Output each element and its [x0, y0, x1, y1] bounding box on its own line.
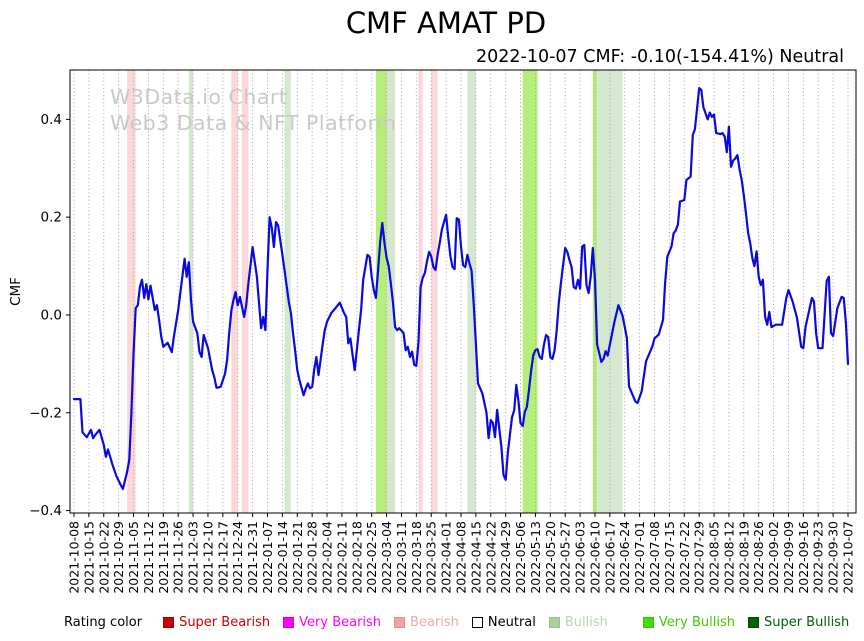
y-tick-label: 0.2 [41, 210, 62, 226]
x-tick-label: 2021-11-05 [126, 521, 141, 594]
x-tick-label: 2021-10-29 [111, 521, 126, 594]
rating-band-bullish [467, 70, 476, 513]
x-tick-label: 2022-09-23 [811, 521, 826, 594]
legend-item-neutral: Neutral [471, 615, 536, 630]
y-tick-label: −0.2 [29, 405, 62, 421]
legend-title: Rating color [64, 615, 143, 630]
x-tick-label: 2022-02-11 [334, 521, 349, 594]
y-axis: 0.4 0.2 0.0 −0.2 −0.4 CMF [8, 112, 70, 519]
x-tick-label: 2021-11-26 [171, 521, 186, 594]
legend-item-label: Very Bullish [658, 615, 735, 630]
rating-band-very-bullish [522, 70, 538, 513]
legend-item-very-bearish: Very Bearish [283, 615, 381, 630]
x-tick-label: 2022-04-08 [454, 521, 469, 594]
x-tick-label: 2021-12-24 [230, 521, 245, 594]
legend-item-label: Very Bearish [299, 615, 382, 630]
x-tick-label: 2021-12-31 [245, 521, 260, 594]
very-bullish-swatch-icon [642, 617, 654, 628]
y-tick-label: 0.0 [41, 307, 62, 323]
y-tick-label: −0.4 [29, 503, 62, 519]
rating-band-bearish [241, 70, 249, 513]
super-bullish-swatch-icon [747, 617, 759, 628]
x-tick-label: 2021-12-10 [200, 521, 215, 594]
x-tick-label: 2022-08-19 [736, 521, 751, 594]
x-tick-label: 2022-08-12 [721, 521, 736, 594]
y-tick-label: 0.4 [41, 112, 62, 128]
very-bearish-swatch-icon [283, 617, 295, 628]
x-tick-label: 2022-09-09 [781, 521, 796, 594]
x-tick-label: 2022-09-02 [766, 521, 781, 594]
x-tick-label: 2022-09-30 [826, 521, 841, 594]
x-tick-label: 2022-07-22 [677, 521, 692, 594]
cmf-line-chart: 0.4 0.2 0.0 −0.2 −0.4 CMF 2021-10-08 2021-10-15… [8, 69, 857, 594]
x-tick-label: 2022-07-01 [632, 521, 647, 594]
neutral-swatch-icon [471, 617, 483, 628]
x-tick-label: 2021-10-15 [81, 521, 96, 594]
x-tick-label: 2021-11-19 [156, 521, 171, 594]
x-tick-label: 2022-06-10 [587, 521, 602, 594]
bullish-swatch-icon [548, 617, 560, 628]
x-tick-label: 2022-01-07 [260, 521, 275, 594]
x-tick-label: 2022-09-16 [796, 521, 811, 594]
legend-item-bearish: Bearish [394, 615, 459, 630]
x-tick-label: 2022-07-15 [662, 521, 677, 594]
legend-item-very-bullish: Very Bullish [642, 615, 735, 630]
x-tick-label: 2021-10-22 [96, 521, 111, 594]
x-tick-label: 2022-06-17 [602, 521, 617, 594]
x-tick-label: 2022-07-29 [692, 521, 707, 594]
x-tick-label: 2022-01-21 [290, 521, 305, 594]
x-tick-label: 2022-03-25 [424, 521, 439, 594]
x-tick-label: 2021-12-03 [186, 521, 201, 594]
x-tick-label: 2021-10-08 [67, 521, 82, 594]
legend-item-label: Super Bearish [179, 615, 271, 630]
legend-item-super-bullish: Super Bullish [747, 615, 850, 630]
x-tick-label: 2022-03-11 [394, 521, 409, 594]
x-tick-label: 2022-03-18 [409, 521, 424, 594]
bearish-swatch-icon [394, 617, 406, 628]
x-tick-label: 2022-02-04 [320, 521, 335, 594]
x-tick-label: 2022-05-06 [513, 521, 528, 594]
cmf-line [72, 87, 850, 491]
x-tick-label: 2022-02-25 [364, 521, 379, 594]
super-bearish-swatch-icon [163, 617, 175, 628]
x-tick-label: 2022-04-22 [483, 521, 498, 594]
x-tick-label: 2022-01-28 [305, 521, 320, 594]
legend-item-super-bearish: Super Bearish [163, 615, 270, 630]
legend-item-bullish: Bullish [548, 615, 608, 630]
rating-color-legend: Rating color Super Bearish Very Bearish Be… [64, 615, 858, 630]
legend-item-label: Super Bullish [763, 615, 850, 630]
chart-title: CMF AMAT PD [345, 6, 547, 40]
x-tick-label: 2022-04-01 [439, 521, 454, 594]
plot-border [69, 69, 857, 514]
rating-band-bearish [431, 70, 438, 513]
x-axis: 2021-10-08 2021-10-15 2021-10-22 2021-10-29… [67, 513, 856, 594]
x-tick-label: 2022-06-24 [617, 521, 632, 594]
rating-band-very-bullish [375, 70, 387, 513]
x-tick-label: 2021-11-12 [141, 521, 156, 594]
x-tick-label: 2022-07-08 [647, 521, 662, 594]
x-tick-label: 2022-08-26 [751, 521, 766, 594]
x-tick-label: 2022-05-27 [558, 521, 573, 594]
rating-band-bullish [597, 70, 623, 513]
x-tick-label: 2022-06-03 [573, 521, 588, 594]
legend-item-label: Bullish [564, 615, 608, 630]
rating-band-bearish [127, 70, 136, 513]
x-tick-label: 2022-02-18 [349, 521, 364, 594]
x-tick-label: 2021-12-17 [215, 521, 230, 594]
x-tick-label: 2022-05-13 [528, 521, 543, 594]
legend-item-label: Neutral [487, 615, 536, 630]
x-tick-label: 2022-04-15 [468, 521, 483, 594]
legend-item-label: Bearish [410, 615, 459, 630]
rating-band-bearish [231, 70, 238, 513]
x-tick-label: 2022-01-14 [275, 521, 290, 594]
y-axis-title: CMF [8, 277, 24, 306]
chart-subtitle: 2022-10-07 CMF: -0.10(-154.41%) Neutral [475, 47, 844, 67]
x-tick-label: 2022-10-07 [841, 521, 856, 594]
x-tick-label: 2022-03-04 [379, 521, 394, 594]
x-tick-label: 2022-04-29 [498, 521, 513, 594]
x-tick-label: 2022-08-05 [707, 521, 722, 594]
x-tick-label: 2022-05-20 [543, 521, 558, 594]
